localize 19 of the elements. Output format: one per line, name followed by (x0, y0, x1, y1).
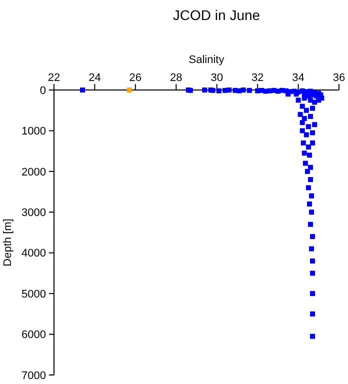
y-tick-label: 5000 (22, 288, 46, 300)
x-tick-label: 36 (332, 72, 346, 84)
x-tick-label: 32 (251, 72, 264, 84)
x-tick-label: 26 (129, 72, 142, 84)
x-axis-title: Salinity (188, 54, 225, 66)
chart-title: JCOD in June (172, 7, 260, 23)
y-tick-label: 0 (40, 84, 46, 97)
y-tick-label: 1000 (22, 126, 46, 138)
y-tick-label: 6000 (22, 329, 46, 342)
y-tick-label: 2000 (22, 166, 46, 178)
y-tick-label: 4000 (22, 248, 46, 260)
x-tick-label: 34 (292, 72, 304, 84)
x-tick-label: 28 (170, 72, 182, 84)
x-tick-label: 22 (48, 72, 60, 84)
y-tick-label: 3000 (22, 206, 46, 219)
y-tick-label: 7000 (22, 370, 46, 382)
y-axis-title: Depth [m] (2, 218, 14, 266)
x-tick-label: 30 (210, 72, 223, 84)
x-tick-label: 24 (88, 72, 101, 84)
